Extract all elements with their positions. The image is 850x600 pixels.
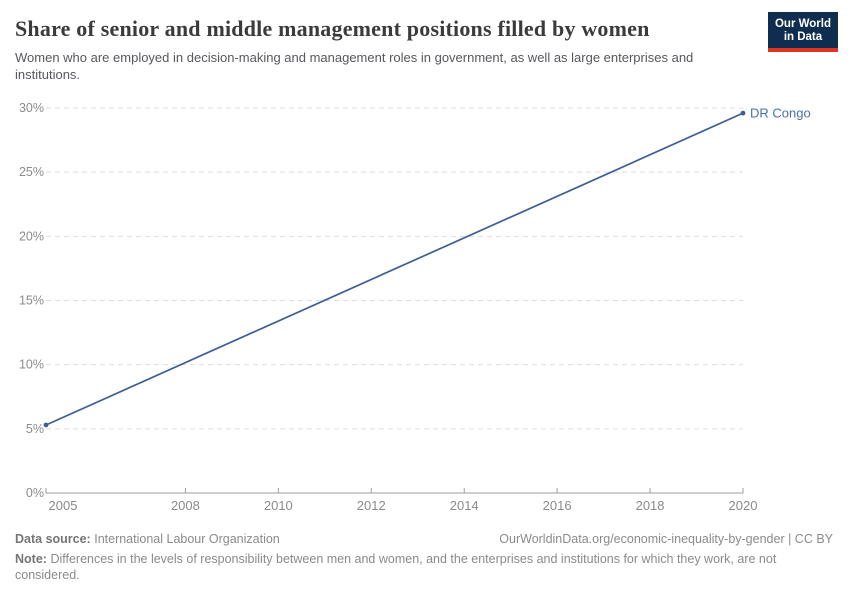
note-label: Note: xyxy=(15,552,47,566)
x-tick-label: 2014 xyxy=(450,498,479,513)
x-tick-label: 2016 xyxy=(543,498,572,513)
y-tick-label: 10% xyxy=(19,358,44,372)
y-tick-label: 20% xyxy=(19,229,44,243)
x-tick-label: 2010 xyxy=(264,498,293,513)
y-tick-label: 0% xyxy=(26,486,44,500)
y-tick-label: 5% xyxy=(26,422,44,436)
x-tick-label: 2018 xyxy=(636,498,665,513)
source-url: OurWorldinData.org/economic-inequality-b… xyxy=(499,532,833,546)
data-point xyxy=(43,422,49,428)
x-tick-label: 2012 xyxy=(357,498,386,513)
data-point xyxy=(740,110,746,116)
page-subtitle: Women who are employed in decision-makin… xyxy=(15,50,694,82)
chart-footer: Data source: International Labour Organi… xyxy=(15,531,833,583)
y-tick-label: 30% xyxy=(19,101,44,115)
series-line xyxy=(45,112,744,426)
x-tick-label: 2008 xyxy=(171,498,200,513)
data-source-value: International Labour Organization xyxy=(94,532,280,546)
line-chart: 0% 5% 10% 15% 20% 25% 30% 2005 2008 2010 2012 2014 2… xyxy=(19,101,811,513)
entity-label: DR Congo xyxy=(750,106,811,121)
owid-logo-line1: Our World xyxy=(774,18,831,30)
y-tick-label: 25% xyxy=(19,165,44,179)
data-source: Data source: International Labour Organi… xyxy=(15,531,280,547)
data-source-label: Data source: xyxy=(15,532,91,546)
note-text: Differences in the levels of responsibil… xyxy=(15,552,777,582)
chart-note: Note: Differences in the levels of respo… xyxy=(15,551,833,583)
y-tick-label: 15% xyxy=(19,294,44,308)
x-tick-label: 2020 xyxy=(729,498,758,513)
page-title: Share of senior and middle management po… xyxy=(15,16,650,41)
x-tick-label: 2005 xyxy=(49,498,78,513)
owid-logo: Our World in Data xyxy=(767,12,838,52)
owid-logo-line2: in Data xyxy=(783,31,823,43)
